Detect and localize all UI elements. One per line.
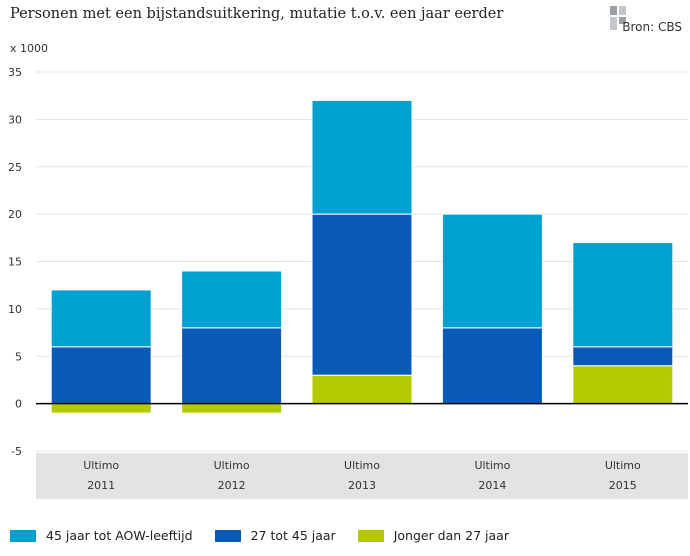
y-tick-label: 25	[8, 161, 22, 174]
y-tick-label: 15	[8, 256, 22, 269]
legend: 45 jaar tot AOW-leeftijd 27 tot 45 jaar …	[10, 528, 509, 543]
bar-segment	[311, 99, 413, 215]
bar-segment	[572, 365, 674, 405]
chart-title: Personen met een bijstandsuitkering, mut…	[10, 6, 504, 22]
bar-segment	[441, 327, 543, 405]
legend-label-45-aow: 45 jaar tot AOW-leeftijd	[46, 528, 193, 543]
x-tick-label: Ultimo	[214, 459, 250, 472]
bar-segment	[311, 213, 413, 376]
bar-segment	[50, 403, 152, 414]
legend-label-27-45: 27 tot 45 jaar	[250, 528, 336, 543]
legend-swatch-45-aow	[10, 529, 36, 542]
bar-segment	[311, 374, 413, 405]
bar-segment	[50, 346, 152, 405]
legend-item-45-aow: 45 jaar tot AOW-leeftijd	[10, 528, 193, 543]
bar-segment	[572, 242, 674, 348]
source-label: Bron: CBS	[622, 20, 682, 34]
y-tick-label: 5	[15, 350, 22, 363]
x-tick-label: 2013	[348, 479, 376, 492]
bar-segment	[50, 289, 152, 348]
stacked-bar-chart: -5 0 5 10 15 20 25 30 35 Ultimo 2011 Ultimo 2012 Ulti…	[8, 66, 688, 499]
x-tick-label: 2011	[87, 479, 115, 492]
legend-item-27-45: 27 tot 45 jaar	[214, 528, 336, 543]
x-tick-label: Ultimo	[474, 459, 510, 472]
y-tick-label: -5	[11, 445, 22, 458]
cbs-logo-icon	[610, 6, 626, 30]
x-tick-label: Ultimo	[605, 459, 641, 472]
bar-segment	[441, 213, 543, 329]
x-tick-label: Ultimo	[344, 459, 380, 472]
bar-segment	[572, 346, 674, 367]
legend-swatch-27-45	[214, 529, 241, 542]
x-axis-band	[36, 453, 688, 499]
x-tick-label: 2014	[478, 479, 506, 492]
y-tick-label: 0	[15, 398, 22, 411]
bar-segment	[181, 327, 283, 405]
y-axis-unit: x 1000	[10, 42, 49, 55]
legend-swatch-jonger-27	[357, 529, 384, 542]
legend-label-jonger-27: Jonger dan 27 jaar	[393, 528, 509, 543]
y-tick-label: 10	[8, 303, 22, 316]
y-tick-label: 35	[8, 66, 22, 79]
x-tick-label: 2012	[218, 479, 246, 492]
x-tick-label: Ultimo	[83, 459, 119, 472]
y-tick-label: 30	[8, 113, 22, 126]
y-tick-label: 20	[8, 208, 22, 221]
bar-segment	[181, 403, 283, 414]
x-tick-label: 2015	[609, 479, 637, 492]
legend-item-jonger-27: Jonger dan 27 jaar	[357, 528, 509, 543]
bar-segment	[181, 270, 283, 329]
